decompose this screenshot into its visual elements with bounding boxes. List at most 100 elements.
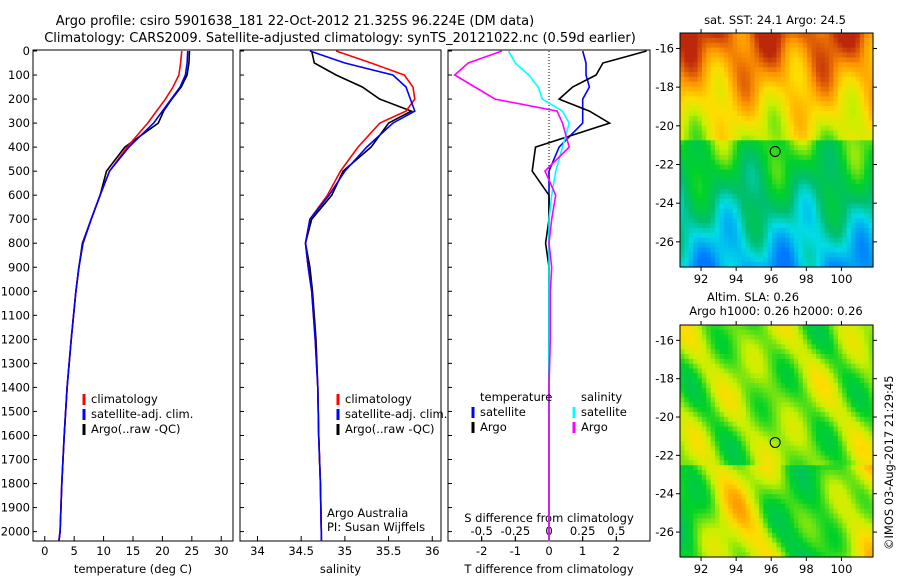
map-cell — [723, 378, 729, 384]
map-cell — [829, 431, 835, 437]
map-cell — [723, 339, 729, 345]
map-cell — [820, 339, 826, 345]
map-cell — [701, 169, 707, 175]
map-cell — [794, 91, 799, 97]
map-cell — [811, 358, 817, 365]
map-cell — [732, 33, 738, 39]
map-cell — [767, 37, 773, 44]
map-cell — [868, 479, 874, 486]
map-cell — [868, 106, 874, 112]
map-cell — [767, 159, 773, 166]
map-cell — [723, 470, 729, 476]
map-cell — [710, 101, 716, 107]
map-cell — [842, 154, 848, 161]
map-cell — [701, 445, 707, 452]
map-cell — [684, 513, 690, 519]
map-cell — [807, 47, 813, 54]
map-cell — [794, 508, 799, 515]
map-cell — [741, 91, 747, 97]
map-cell — [833, 542, 839, 548]
map-cell — [859, 72, 865, 78]
map-cell — [802, 445, 808, 452]
map-cell — [715, 426, 721, 432]
map-cell — [754, 179, 760, 185]
map-cell — [728, 329, 734, 336]
map-cell — [824, 465, 830, 471]
map-cell — [824, 450, 830, 457]
map-cell — [851, 373, 857, 379]
map-cell — [789, 532, 795, 539]
map-cell — [741, 179, 747, 185]
map-cell — [706, 164, 712, 171]
map-cell — [855, 532, 861, 539]
map-cell — [837, 383, 843, 389]
map-cell — [750, 383, 756, 389]
map-cell — [851, 349, 857, 355]
map-cell — [807, 445, 813, 452]
map-cell — [750, 262, 756, 268]
map-cell — [855, 76, 861, 83]
map-cell — [842, 237, 848, 244]
map-cell — [741, 344, 747, 350]
map-cell — [684, 247, 690, 253]
map-cell — [794, 349, 799, 355]
map-cell — [745, 150, 751, 156]
map-cell — [846, 455, 852, 461]
map-cell — [780, 198, 786, 205]
map-cell — [816, 426, 821, 432]
map-cell — [728, 368, 734, 374]
map-cell — [741, 373, 747, 379]
map-cell — [820, 508, 826, 515]
map-cell — [780, 154, 786, 161]
map-cell — [767, 416, 773, 423]
map-cell — [715, 62, 721, 68]
map-cell — [723, 489, 729, 495]
map-cell — [864, 397, 870, 403]
map-cell — [715, 33, 721, 39]
map-cell — [816, 247, 821, 253]
map-cell — [816, 91, 821, 97]
map-cell — [693, 115, 699, 122]
map-cell — [794, 392, 799, 399]
map-cell — [829, 387, 835, 394]
map-cell — [693, 247, 699, 253]
map-cell — [680, 431, 685, 437]
map-cell — [811, 329, 817, 336]
map-cell — [701, 373, 707, 379]
map-cell — [754, 96, 760, 102]
map-cell — [842, 52, 848, 58]
map-cell — [763, 537, 769, 544]
map-cell — [715, 499, 721, 505]
map-cell — [750, 532, 756, 539]
x-tick-label: 2 — [613, 544, 620, 558]
map-cell — [816, 363, 821, 370]
map-cell — [776, 262, 782, 268]
map-cell — [693, 373, 699, 379]
map-cell — [798, 542, 804, 548]
map-cell — [772, 72, 778, 78]
map-cell — [715, 228, 721, 234]
map-cell — [846, 72, 852, 78]
map-cell — [776, 426, 782, 432]
map-cell — [710, 518, 716, 524]
map-cell — [697, 383, 703, 389]
map-cell — [723, 479, 729, 486]
map-cell — [772, 203, 778, 210]
map-cell — [772, 164, 778, 171]
map-cell — [864, 494, 870, 500]
map-cell — [723, 547, 729, 553]
map-cell — [710, 67, 716, 73]
map-cell — [745, 368, 751, 374]
map-cell — [785, 431, 791, 437]
map-cell — [763, 135, 769, 141]
map-cell — [732, 392, 738, 399]
map-cell — [706, 174, 712, 180]
map-cell — [798, 537, 804, 544]
map-cell — [816, 484, 821, 490]
map-cell — [855, 407, 861, 413]
map-cell — [763, 358, 769, 365]
map-cell — [763, 416, 769, 423]
map-cell — [719, 96, 725, 102]
map-cell — [785, 86, 791, 93]
map-cell — [820, 349, 826, 355]
